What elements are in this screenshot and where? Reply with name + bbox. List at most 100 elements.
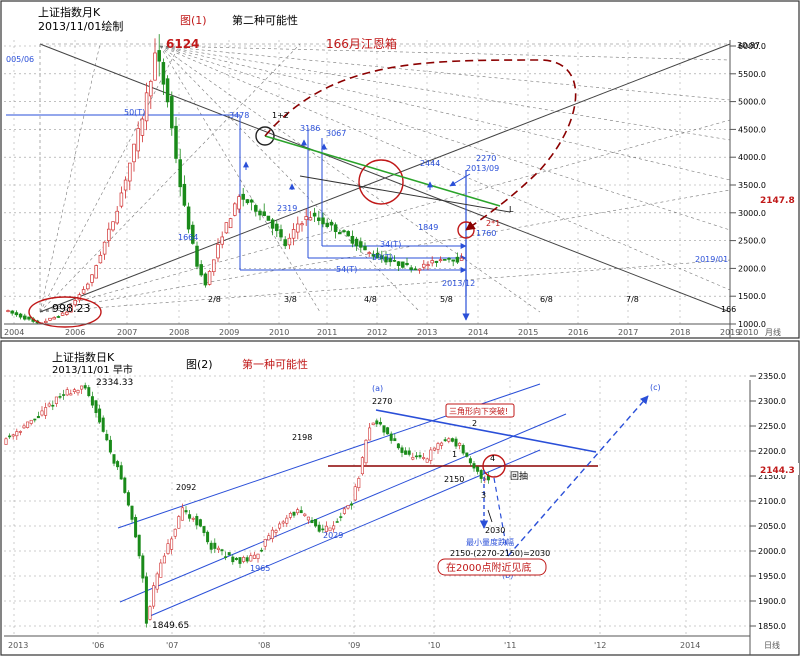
gann-line: [39, 259, 731, 313]
bottom-candle-body: [472, 463, 476, 469]
top-candle-body: [212, 259, 216, 273]
ann-39T: 39(T): [372, 253, 393, 262]
top-candle-body: [128, 162, 132, 182]
bottom-candle-body: [393, 438, 397, 442]
top-candle-body: [388, 258, 392, 263]
top-candle-body: [107, 228, 111, 241]
ann-1664: 1664: [178, 233, 198, 242]
top-last-price-box: [758, 193, 798, 205]
bottom-candle-body: [195, 516, 199, 526]
bottom-candle-body: [299, 510, 303, 514]
top-candle-body: [291, 229, 296, 239]
bottom-x-label: 2013: [8, 641, 28, 650]
bottom-candle-body: [234, 557, 238, 560]
fraction-label: 2/8: [208, 295, 221, 304]
top-candle-body: [111, 221, 115, 231]
bottom-candle-body: [8, 435, 12, 438]
wave-4: 4: [490, 454, 495, 463]
formula-label: 2150-(2270-2150)=2030: [450, 549, 550, 558]
triangle-break-box: [445, 403, 515, 418]
bottom-candle-body: [339, 516, 343, 518]
top-candle-body: [174, 125, 178, 159]
bottom-date: 2013/11/01 早市: [52, 363, 133, 376]
top-candle-body: [48, 317, 52, 321]
bottom-candle-body: [396, 443, 400, 449]
pullback-label: 回抽: [510, 470, 528, 482]
top-candle-body: [417, 268, 422, 271]
top-candle-body: [287, 237, 292, 246]
bottom-candle-body: [353, 486, 357, 501]
top-candle-body: [102, 241, 107, 255]
bottom-note-box: [437, 558, 547, 576]
bottom-candle-body: [11, 434, 15, 437]
top-candle-body: [413, 268, 418, 271]
top-candle-body: [199, 264, 203, 276]
bottom-candle-body: [249, 555, 253, 562]
top-candle-body: [23, 315, 27, 320]
bottom-candle-body: [386, 427, 390, 435]
top-candle-body: [44, 320, 48, 324]
top-candle-body: [119, 192, 124, 207]
top-candle-body: [6, 310, 10, 312]
top-x-year-label: 2013: [417, 328, 437, 337]
bottom-fig-label: 图(2): [186, 358, 213, 371]
bottom-x-label: '12: [594, 641, 606, 650]
ann-2444: 2444: [420, 159, 440, 168]
gann-line: [159, 45, 731, 291]
bottom-candle-body: [112, 454, 116, 464]
bottom-candle-body: [231, 556, 235, 563]
top-candle-body: [77, 294, 82, 301]
bottom-candle-body: [206, 531, 210, 543]
bottom-candle-body: [465, 452, 469, 457]
top-candle-body: [367, 252, 371, 254]
gann-line: [39, 189, 731, 313]
top-candle-body: [144, 92, 149, 122]
triangle-break-label: 三角形向下突破!: [449, 406, 508, 416]
bottom-candle-body: [94, 400, 98, 414]
bottom-candle-body: [360, 457, 364, 475]
bottom-candle-body: [198, 519, 202, 527]
wave-1: 1: [452, 450, 457, 459]
top-candle-body: [203, 273, 208, 286]
top-candle-body: [451, 259, 455, 262]
top-candle-body: [27, 316, 31, 320]
bottom-y-tick-label: 1950.0: [758, 572, 786, 581]
bottom-candle-body: [314, 519, 318, 527]
bottom-candle-body: [242, 557, 246, 562]
bottom-candle-body: [76, 390, 80, 394]
top-candles: [6, 34, 464, 325]
bottom-candle-body: [69, 393, 73, 396]
top-x-year-label: 2010: [738, 328, 758, 337]
top-candle-body: [304, 216, 308, 221]
top-last-price: 2147.8: [760, 196, 795, 206]
bottom-candle-body: [51, 404, 55, 407]
bottom-candle-body: [134, 516, 138, 538]
bottom-x-label: '11: [504, 641, 516, 650]
top-candle-body: [123, 179, 128, 191]
top-candle-body: [237, 196, 241, 210]
channel-lower: [149, 449, 541, 617]
top-candle-body: [233, 203, 237, 216]
bottom-x-label: '09: [348, 641, 360, 650]
low-circle: [28, 296, 102, 328]
top-end-label: 166: [721, 305, 736, 314]
bottom-candle-body: [267, 535, 271, 541]
top-candle-body: [90, 274, 94, 283]
gann-line: [159, 45, 421, 313]
top-candle-body: [342, 230, 346, 233]
bottom-x-unit-label: 日线: [764, 640, 780, 650]
top-fig-label: 图(1): [180, 14, 207, 27]
top-candle-body: [132, 143, 136, 163]
bottom-candle-body: [18, 431, 22, 433]
top-candle-body: [405, 262, 409, 266]
point-1-2-circle: [255, 126, 275, 146]
bottom-candle-body: [328, 527, 332, 532]
top-candle-body: [224, 222, 229, 234]
top-candle-body: [434, 260, 439, 263]
top-candle-body: [18, 313, 23, 318]
ann-3478: 3478: [229, 111, 249, 120]
bottom-candle-body: [418, 455, 422, 458]
bottom-y-tick-label: 1900.0: [758, 597, 786, 606]
ann-3186: 3186: [300, 124, 320, 133]
bottom-candle-body: [310, 520, 314, 524]
